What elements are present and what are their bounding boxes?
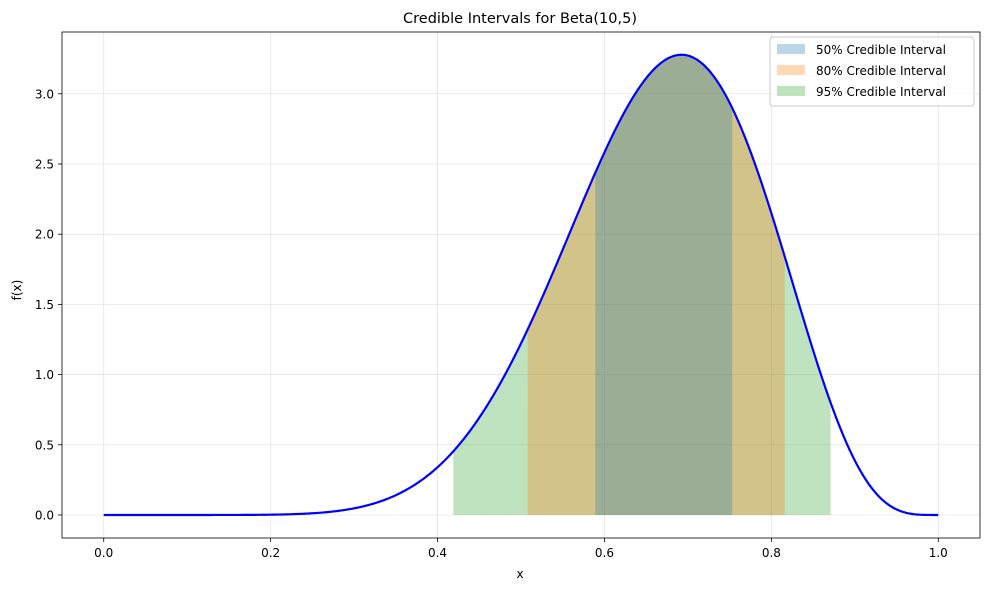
y-tick-label: 3.0 xyxy=(35,87,54,101)
plot-frame xyxy=(61,31,981,539)
y-tick-label: 1.5 xyxy=(35,298,54,312)
x-axis-label: x xyxy=(516,567,523,581)
legend-frame xyxy=(769,36,975,107)
y-tick-label: 1.0 xyxy=(35,368,54,382)
legend-swatch xyxy=(777,44,805,54)
x-axis-ticks: 0.0 0.2 0.4 0.6 0.8 1.0 xyxy=(94,538,948,560)
density-curve-group xyxy=(103,53,939,517)
y-axis-ticks: 0.0 0.5 1.0 1.5 2.0 2.5 3.0 xyxy=(35,87,62,522)
legend-swatch xyxy=(777,65,805,75)
legend-swatch xyxy=(777,86,805,96)
legend-label: 50% Credible Interval xyxy=(816,43,946,57)
legend-items: 50% Credible Interval 80% Credible Interv… xyxy=(777,43,946,99)
legend-label: 95% Credible Interval xyxy=(816,85,946,99)
x-tick-label: 0.2 xyxy=(261,546,280,560)
credible-interval-bands xyxy=(453,54,831,515)
x-tick-label: 0.4 xyxy=(428,546,447,560)
x-tick-label: 0.6 xyxy=(595,546,614,560)
beta-density-curve xyxy=(103,53,939,517)
x-tick-label: 1.0 xyxy=(929,546,948,560)
legend: 50% Credible Interval 80% Credible Interv… xyxy=(769,36,975,107)
grid xyxy=(62,32,980,538)
y-axis-label: f(x) xyxy=(10,280,24,301)
y-tick-label: 0.5 xyxy=(35,438,54,452)
legend-label: 80% Credible Interval xyxy=(816,64,946,78)
x-tick-label: 0.0 xyxy=(94,546,113,560)
y-tick-label: 2.5 xyxy=(35,157,54,171)
80-credible-interval-band xyxy=(527,54,785,515)
50-credible-interval-band xyxy=(595,54,733,515)
y-tick-label: 2.0 xyxy=(35,228,54,242)
95-credible-interval-band xyxy=(453,54,831,515)
x-tick-label: 0.8 xyxy=(762,546,781,560)
y-tick-label: 0.0 xyxy=(35,508,54,522)
chart-title: Credible Intervals for Beta(10,5) xyxy=(403,11,637,27)
